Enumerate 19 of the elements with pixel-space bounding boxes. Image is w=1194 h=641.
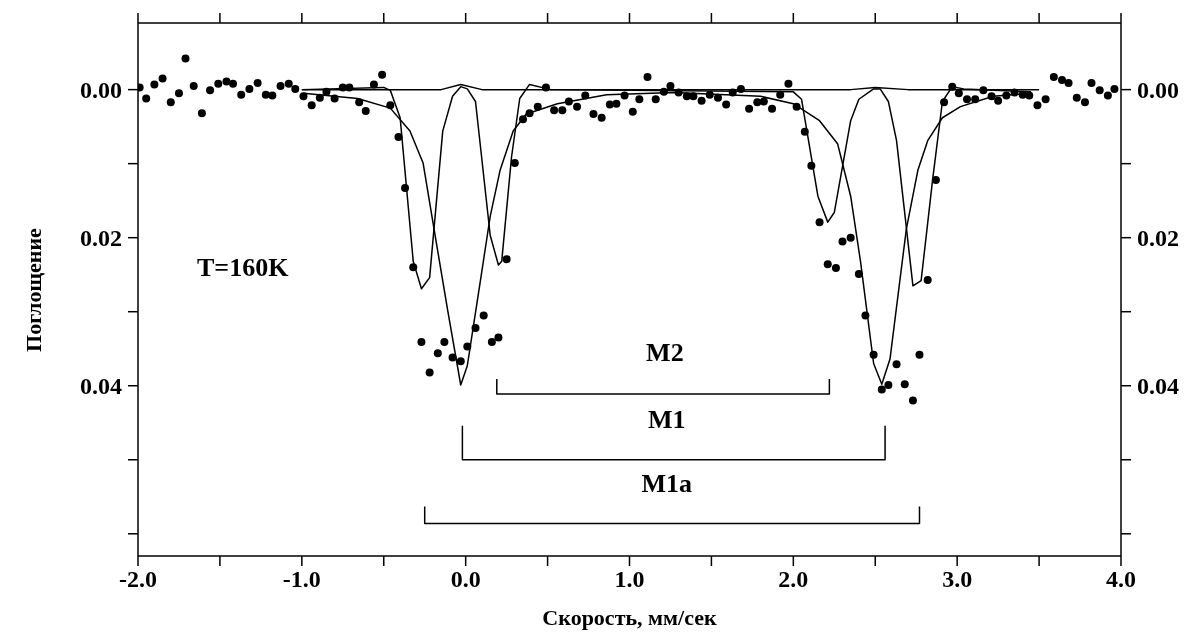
y-tick-label: 0.04: [80, 373, 122, 400]
x-tick-label: 0.0: [450, 566, 481, 593]
y-tick-label: 0.02: [80, 225, 122, 252]
annotation: M1a: [641, 469, 693, 500]
x-tick-label: 1.0: [614, 566, 645, 593]
x-tick-label: -1.0: [282, 566, 321, 593]
y2-tick-label: 0.04: [1137, 373, 1179, 400]
x-axis-title: Скорость, мм/сек: [542, 605, 717, 631]
annotation: M2: [646, 338, 684, 369]
annotation: T=160K: [196, 253, 289, 284]
x-tick-label: 4.0: [1106, 566, 1136, 593]
y2-tick-label: 0.00: [1137, 77, 1179, 104]
y-axis-title: Поглощение: [21, 227, 47, 352]
x-tick-label: 3.0: [942, 566, 973, 593]
y2-tick-label: 0.02: [1137, 225, 1179, 252]
y-tick-label: 0.00: [80, 77, 122, 104]
annotation: M1: [648, 405, 686, 436]
x-tick-label: 2.0: [778, 566, 809, 593]
x-tick-label: -2.0: [119, 566, 157, 593]
